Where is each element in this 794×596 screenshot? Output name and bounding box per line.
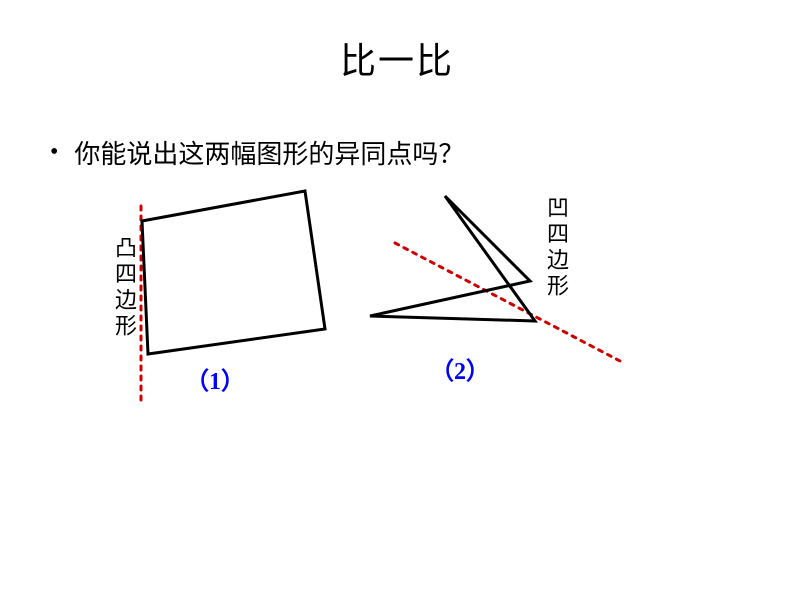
label-concave: 凹四边形 [540,196,572,300]
caption-1: （1） [185,361,245,396]
question-line: • 你能说出这两幅图形的异同点吗？ [50,134,794,171]
label-convex: 凸四边形 [108,236,140,340]
question-text: 你能说出这两幅图形的异同点吗？ [74,134,464,171]
convex-quadrilateral [142,191,325,354]
diagram-container: 凸四边形 凹四边形 （1） （2） [0,181,794,561]
page-title: 比一比 [0,0,794,84]
bullet-icon: • [50,139,58,166]
caption-2: （2） [430,351,490,386]
